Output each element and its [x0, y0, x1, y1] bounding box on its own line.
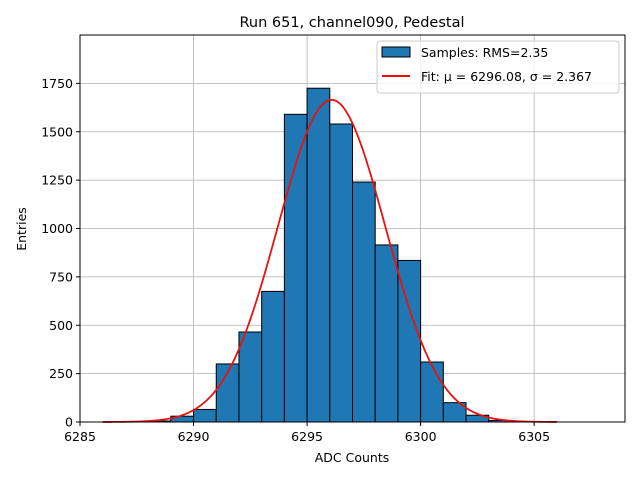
legend-samples-swatch: [382, 47, 410, 57]
histogram-bar: [307, 88, 330, 422]
x-tick-label: 6305: [518, 429, 550, 444]
histogram-bar: [262, 291, 285, 422]
legend-samples-label: Samples: RMS=2.35: [421, 45, 548, 60]
y-tick-label: 1000: [41, 221, 73, 236]
legend-fit-label: Fit: μ = 6296.08, σ = 2.367: [421, 69, 592, 84]
y-tick-label: 1250: [41, 173, 73, 188]
y-tick-label: 0: [65, 415, 73, 430]
y-tick-label: 500: [49, 318, 73, 333]
x-axis-label: ADC Counts: [315, 450, 390, 465]
x-tick-label: 6290: [178, 429, 210, 444]
histogram-bar: [284, 114, 307, 422]
y-tick-label: 250: [49, 366, 73, 381]
x-tick-label: 6300: [405, 429, 437, 444]
histogram-bar: [375, 245, 398, 422]
y-axis-label: Entries: [14, 207, 29, 251]
histogram-bar: [239, 332, 262, 422]
x-tick-label: 6295: [291, 429, 323, 444]
chart-title: Run 651, channel090, Pedestal: [239, 15, 464, 31]
y-tick-label: 750: [49, 269, 73, 284]
histogram-bar: [353, 182, 376, 422]
histogram-bar: [330, 124, 353, 422]
y-tick-label: 1500: [41, 124, 73, 139]
y-tick-label: 1750: [41, 76, 73, 91]
x-tick-label: 6285: [64, 429, 96, 444]
histogram-bar: [194, 409, 217, 422]
histogram-bar: [421, 362, 444, 422]
legend: Samples: RMS=2.35 Fit: μ = 6296.08, σ = …: [377, 41, 619, 93]
